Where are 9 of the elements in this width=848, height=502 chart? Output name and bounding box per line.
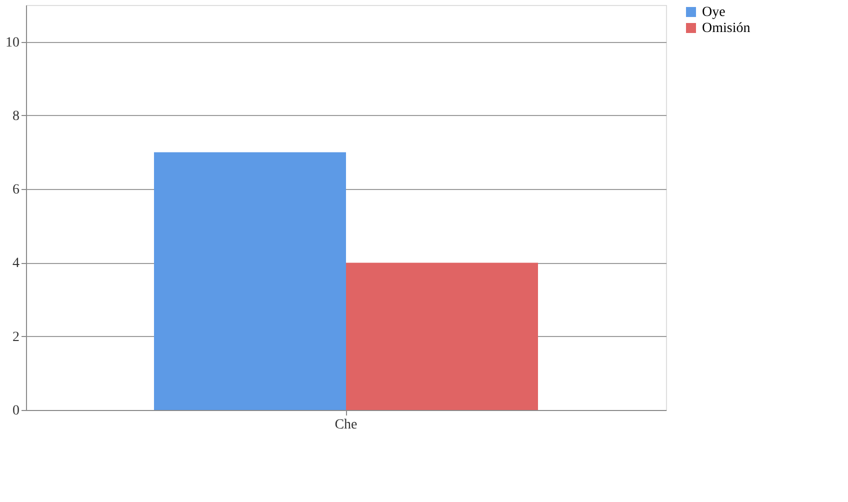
- y-tick-label: 10: [6, 35, 20, 50]
- y-tick-label: 0: [12, 404, 20, 418]
- y-tick-label: 4: [12, 256, 20, 272]
- y-tick-label: 6: [12, 182, 20, 198]
- x-tick-label: Che: [334, 418, 358, 432]
- y-tick-label: 2: [12, 330, 20, 345]
- legend-label: Oye: [702, 5, 726, 20]
- legend-label: Omisión: [702, 21, 750, 36]
- y-tick-label: 8: [12, 108, 20, 124]
